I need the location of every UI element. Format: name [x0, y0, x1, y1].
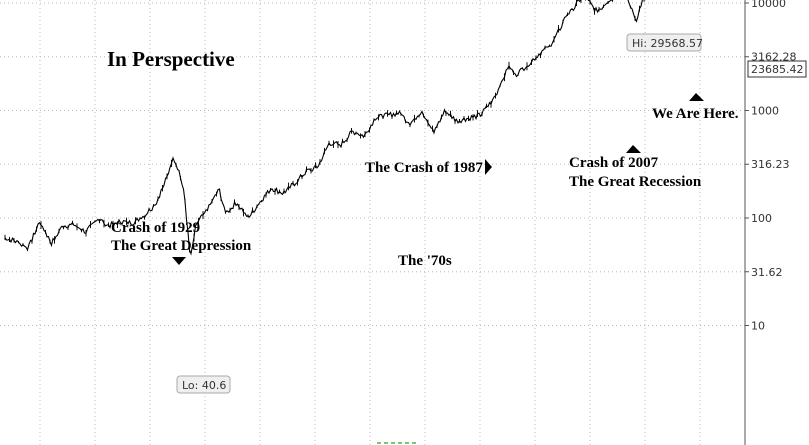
high-badge	[626, 33, 702, 52]
annotation-1929-line2: The Great Depression	[111, 238, 252, 254]
high-badge-text: Hi: 29568.57	[632, 37, 703, 50]
annotation-2007-line2: The Great Recession	[569, 174, 702, 190]
low-badge	[176, 375, 231, 394]
gridlines	[0, 0, 745, 445]
y-tick-label-7: 31.62	[751, 266, 783, 279]
last-value-label: 23685.42	[751, 63, 804, 76]
annotation-1929-line1: Crash of 1929	[111, 220, 200, 236]
chart-title: In Perspective	[107, 47, 235, 71]
marker-up-triangle-2007	[626, 145, 641, 153]
annotation-1987: The Crash of 1987	[365, 160, 483, 176]
y-tick-label-2: 10000	[751, 0, 786, 10]
marker-up-triangle-now	[689, 93, 704, 101]
y-tick-label-5: 316.23	[751, 158, 790, 171]
y-tick-label-3: 3162.28	[751, 51, 797, 64]
y-tick-label-4: 1000	[751, 105, 779, 118]
y-tick-label-8: 10	[751, 320, 765, 333]
marker-right-triangle	[485, 159, 492, 175]
y-tick-label-6: 100	[751, 212, 772, 225]
low-badge-text: Lo: 40.6	[182, 379, 226, 392]
marker-down-triangle	[172, 257, 186, 265]
price-line	[4, 0, 643, 256]
annotation-now: We Are Here.	[652, 106, 739, 122]
last-value-box	[747, 60, 807, 78]
price-series	[4, 0, 645, 256]
y-axis-ticks: 102398.431622.78100003162.281000316.2310…	[745, 0, 797, 333]
annotation-2007-line1: Crash of 2007	[569, 155, 659, 171]
annotation-70s: The '70s	[398, 253, 452, 269]
